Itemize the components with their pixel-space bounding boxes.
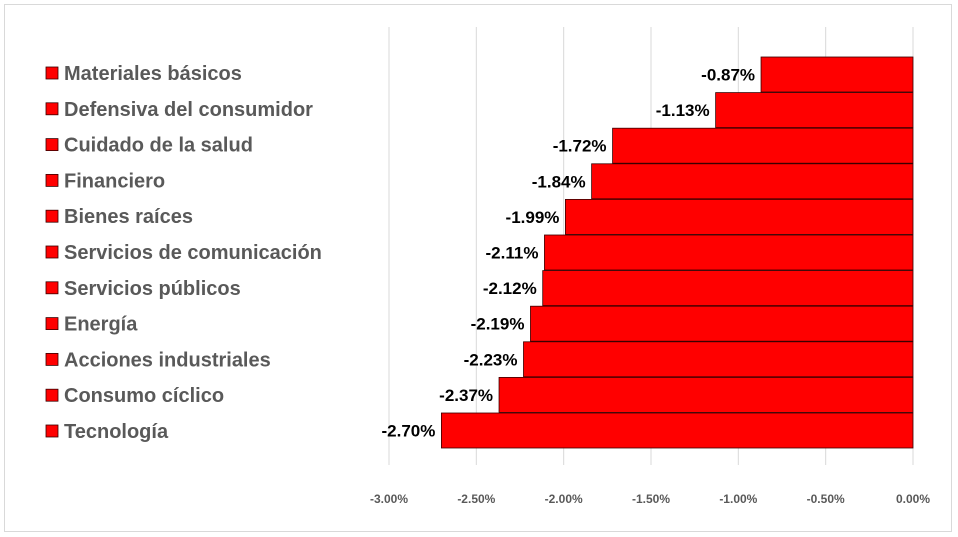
legend-label: Materiales básicos <box>64 63 242 85</box>
bar <box>544 234 914 271</box>
x-axis-ticks: -3.00% -2.50% -2.00% -1.50% -1.00% -0.50% 0.00… <box>370 492 930 506</box>
data-label: -1.72% <box>553 137 607 156</box>
x-tick-label: 0.00% <box>896 492 930 506</box>
x-tick-label: -3.00% <box>370 492 408 506</box>
legend-label: Servicios públicos <box>64 278 241 300</box>
x-tick-label: -2.00% <box>545 492 583 506</box>
legend-label: Acciones industriales <box>64 349 271 371</box>
bar <box>565 198 914 235</box>
legend-label: Financiero <box>64 170 165 192</box>
x-tick-label: -1.50% <box>632 492 670 506</box>
bar <box>591 163 914 200</box>
x-tick-label: -1.00% <box>719 492 757 506</box>
legend-label: Consumo cíclico <box>64 385 224 407</box>
legend-label: Servicios de comunicación <box>64 242 322 264</box>
legend-swatch <box>45 424 59 438</box>
x-tick-label: -0.50% <box>807 492 845 506</box>
legend-label: Bienes raíces <box>64 206 193 228</box>
data-label: -1.84% <box>532 172 586 191</box>
legend-swatch <box>45 209 59 223</box>
legend-swatch <box>45 138 59 152</box>
data-label: -2.12% <box>483 279 537 298</box>
legend-label: Tecnología <box>64 421 169 443</box>
data-labels: -0.87% -1.13% -1.72% -1.84% -1.99% -2.11% -2.1… <box>382 66 756 441</box>
legend: Materiales básicos Defensiva del consumid… <box>45 63 322 443</box>
data-label: -0.87% <box>701 66 755 85</box>
data-label: -2.70% <box>382 422 436 441</box>
legend-swatch <box>45 245 59 259</box>
bar <box>523 341 914 378</box>
bar <box>760 56 914 93</box>
legend-label: Cuidado de la salud <box>64 135 253 157</box>
legend-swatch <box>45 102 59 116</box>
data-label: -2.19% <box>471 315 525 334</box>
bars <box>440 56 914 449</box>
bar <box>440 412 914 449</box>
legend-label: Defensiva del consumidor <box>64 99 313 121</box>
data-label: -2.23% <box>464 350 518 369</box>
bar <box>715 92 914 128</box>
data-label: -2.11% <box>486 244 539 263</box>
legend-label: Energía <box>64 314 138 336</box>
legend-swatch <box>45 66 59 80</box>
legend-swatch <box>45 173 59 187</box>
legend-swatch <box>45 388 59 402</box>
bar <box>542 270 914 307</box>
bar <box>530 305 914 342</box>
legend-swatch <box>45 281 59 295</box>
legend-swatch <box>45 352 59 366</box>
legend-swatch <box>45 317 59 331</box>
bar <box>612 127 914 164</box>
bar <box>498 376 914 413</box>
data-label: -2.37% <box>439 386 493 405</box>
data-label: -1.13% <box>656 101 710 120</box>
x-tick-label: -2.50% <box>457 492 495 506</box>
data-label: -1.99% <box>506 208 560 227</box>
